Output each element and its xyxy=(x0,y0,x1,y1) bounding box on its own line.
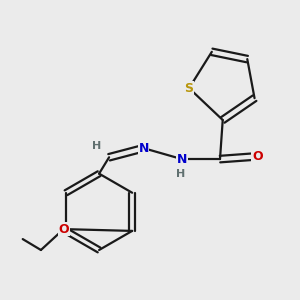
Text: S: S xyxy=(184,82,194,95)
Text: N: N xyxy=(177,153,187,166)
Text: N: N xyxy=(138,142,149,155)
Text: O: O xyxy=(58,223,69,236)
Text: H: H xyxy=(176,169,185,179)
Text: O: O xyxy=(252,150,262,163)
Text: H: H xyxy=(92,141,101,152)
